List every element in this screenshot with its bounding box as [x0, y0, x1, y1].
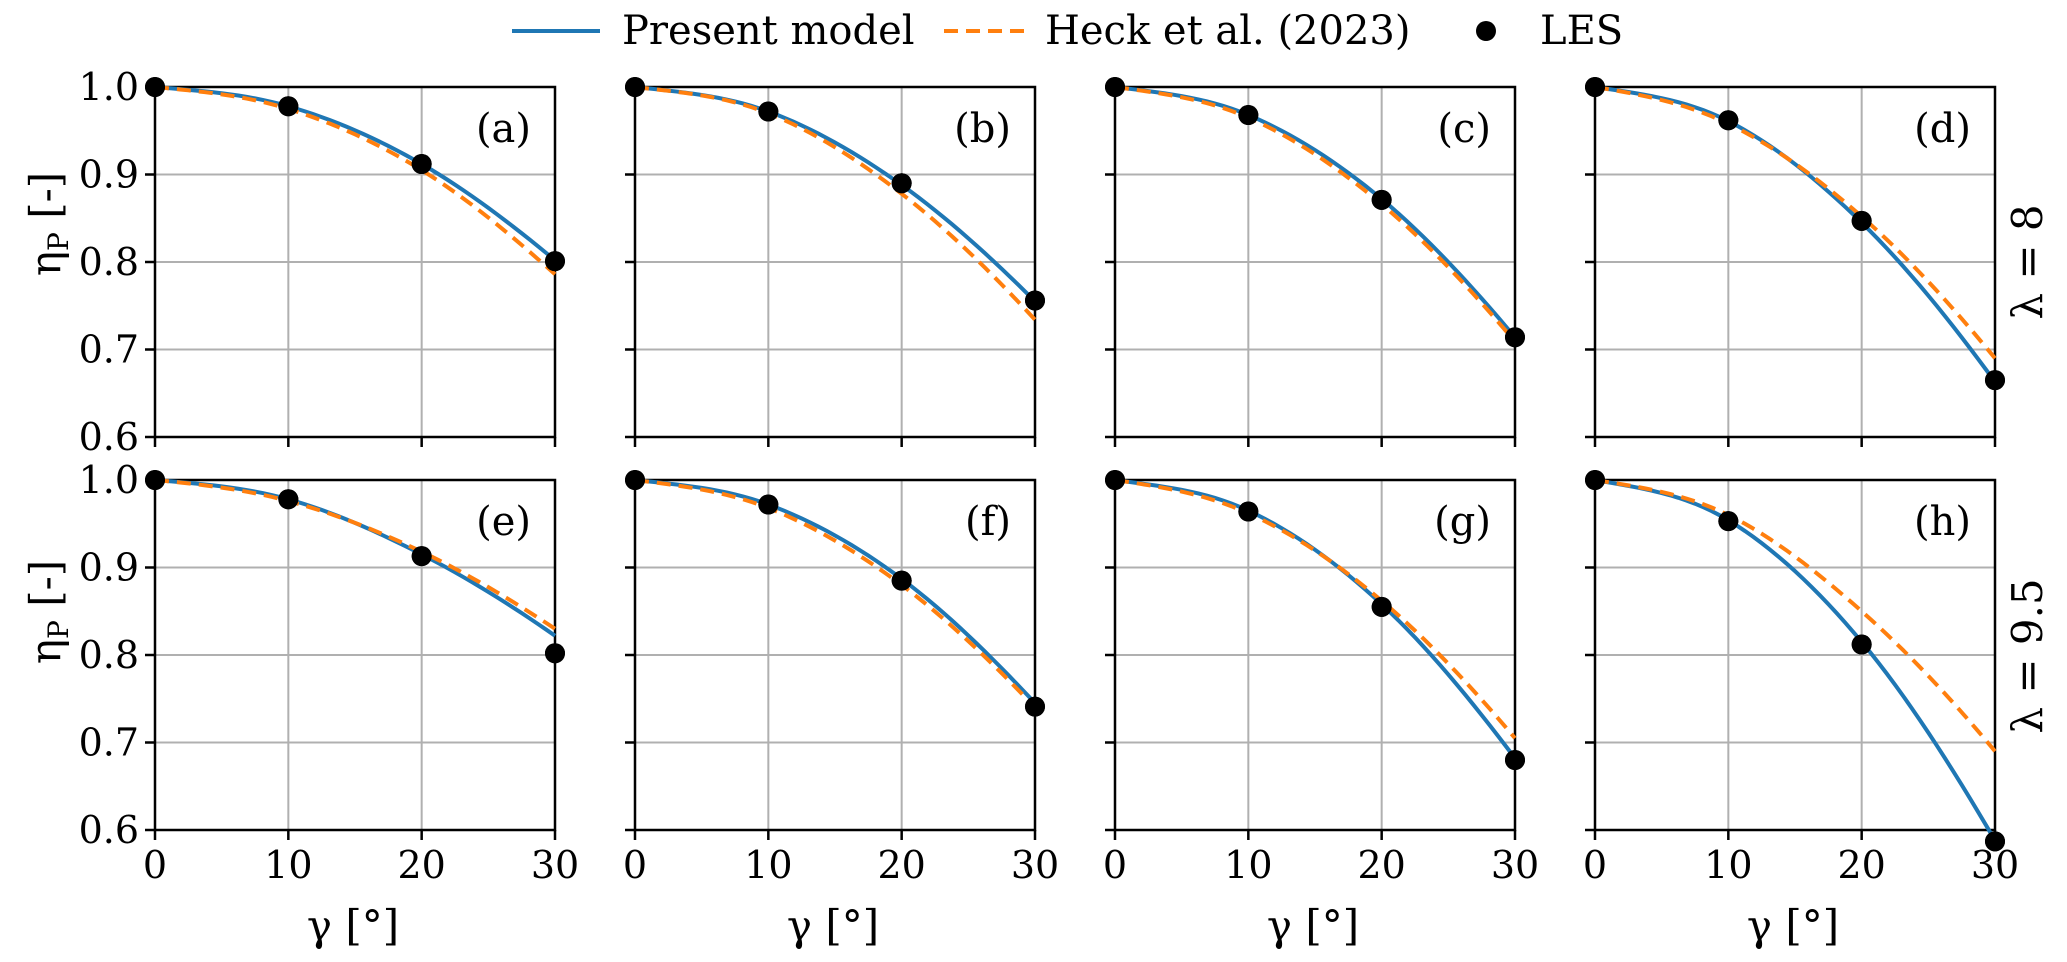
les-data-point [1238, 105, 1259, 125]
panel-label: (e) [476, 499, 531, 545]
y-tick-label: 1.0 [79, 65, 139, 109]
les-data-point [545, 251, 565, 272]
les-data-point [1718, 110, 1739, 131]
les-data-point [758, 494, 779, 515]
panel-b: (b) [625, 77, 1045, 447]
x-tick-label: 20 [397, 843, 445, 887]
legend-marker-les [1476, 21, 1496, 41]
x-tick-label: 20 [1357, 843, 1405, 887]
les-data-point [1851, 210, 1872, 231]
x-tick-label: 20 [877, 843, 925, 887]
legend-label-present-model: Present model [622, 8, 915, 54]
panel-e: 0 10 20 30 0.6 0.7 0.8 0.9 1.0 (e) [79, 458, 580, 887]
x-tick-label: 10 [744, 843, 792, 887]
panel-a: 0.6 0.7 0.8 0.9 1.0 (a) [79, 65, 565, 459]
y-tick-label: 0.9 [79, 546, 139, 590]
heck-2023-line [634, 85, 1037, 322]
les-data-point [1025, 290, 1045, 311]
heck-2023-line [1594, 85, 1997, 360]
heck-2023-line [1594, 478, 1997, 753]
y-tick-label: 0.7 [79, 328, 139, 372]
heck-2023-line [154, 85, 557, 276]
x-tick-label: 10 [1224, 843, 1272, 887]
row-label-lambda-9-5: λ = 9.5 [2003, 578, 2052, 733]
les-data-point [145, 77, 165, 97]
les-data-point [1371, 189, 1392, 210]
x-axis-title-col1: γ [°] [307, 901, 399, 950]
les-data-point [1238, 501, 1259, 522]
y-tick-label: 0.9 [79, 153, 139, 197]
les-data-point [891, 570, 912, 591]
panel-label: (g) [1434, 499, 1491, 545]
heck-2023-line [634, 478, 1037, 709]
les-data-point [278, 96, 299, 117]
x-tick-label: 30 [531, 843, 579, 887]
x-axis-title-col2: γ [°] [787, 901, 879, 950]
les-data-point [1105, 77, 1125, 97]
panel-label: (d) [1914, 106, 1971, 152]
x-tick-label: 10 [1704, 843, 1752, 887]
heck-2023-line [154, 478, 557, 631]
les-data-point [891, 173, 912, 194]
panel-label: (a) [476, 106, 531, 152]
les-data-point [758, 101, 779, 122]
panel-d: (d) [1585, 77, 2005, 447]
x-tick-label: 0 [1103, 843, 1127, 887]
y-tick-label: 0.6 [79, 808, 139, 852]
x-tick-label: 0 [1583, 843, 1607, 887]
panels: 0.6 0.7 0.8 0.9 1.0 (a) (b) (c) (d) 0 10 20 30 0.6 0.7… [79, 65, 2020, 887]
y-tick-label: 1.0 [79, 458, 139, 502]
y-axis-title-row1: ηP [-] [21, 172, 75, 276]
y-tick-label: 0.7 [79, 721, 139, 765]
panel-c: (c) [1105, 77, 1525, 447]
les-data-point [145, 470, 165, 490]
les-data-point [411, 154, 432, 174]
les-data-point [545, 643, 565, 664]
panel-label: (h) [1914, 499, 1971, 545]
les-data-point [1985, 831, 2005, 852]
les-data-point [625, 77, 645, 97]
les-data-point [1585, 77, 1605, 97]
y-tick-label: 0.8 [79, 633, 139, 677]
x-axis-title-col4: γ [°] [1747, 901, 1839, 950]
les-data-point [1505, 327, 1525, 348]
y-axis-title-row2: ηP [-] [21, 560, 75, 664]
panel-g: 0 10 20 30 (g) [1103, 470, 1539, 887]
heck-2023-line [1114, 478, 1517, 740]
panel-label: (c) [1437, 106, 1491, 152]
les-data-point [1585, 470, 1605, 490]
les-data-point [1025, 696, 1045, 717]
panel-f: 0 10 20 30 (f) [623, 470, 1059, 887]
les-data-point [1371, 596, 1392, 617]
panel-label: (f) [965, 499, 1011, 545]
x-tick-label: 30 [1491, 843, 1539, 887]
panel-label: (b) [954, 106, 1011, 152]
les-data-point [1718, 511, 1739, 532]
x-tick-label: 30 [1011, 843, 1059, 887]
x-tick-label: 20 [1837, 843, 1885, 887]
row-label-lambda-8: λ = 8 [2003, 204, 2052, 319]
legend-label-heck: Heck et al. (2023) [1045, 8, 1410, 54]
x-tick-label: 10 [264, 843, 312, 887]
x-tick-label: 0 [623, 843, 647, 887]
les-data-point [625, 470, 645, 490]
les-data-point [411, 546, 432, 567]
les-data-point [1851, 634, 1872, 655]
les-data-point [278, 489, 299, 510]
x-axis-title-col3: γ [°] [1267, 901, 1359, 950]
legend-label-les: LES [1540, 8, 1623, 54]
heck-2023-line [1114, 85, 1517, 343]
y-tick-label: 0.8 [79, 240, 139, 284]
panel-h: 0 10 20 30(h) [1583, 470, 2019, 887]
y-tick-label: 0.6 [79, 415, 139, 459]
les-data-point [1985, 370, 2005, 391]
les-data-point [1505, 750, 1525, 770]
x-tick-label: 0 [143, 843, 167, 887]
legend: Present model Heck et al. (2023) LES [512, 8, 1623, 54]
les-data-point [1105, 470, 1125, 490]
